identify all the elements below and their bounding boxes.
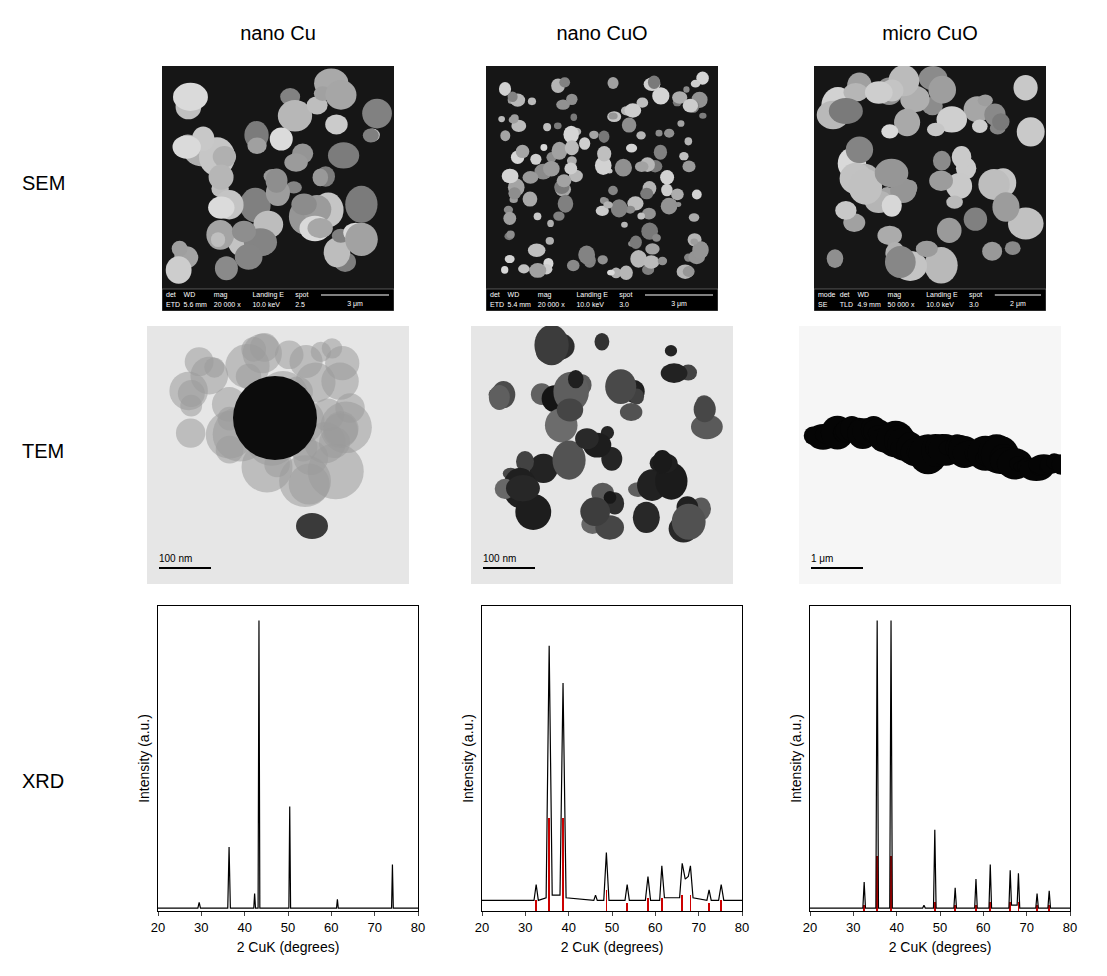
svg-text:Intensity (a.u.): Intensity (a.u.) xyxy=(788,714,804,803)
svg-text:100 nm: 100 nm xyxy=(483,553,516,564)
svg-text:1 μm: 1 μm xyxy=(811,553,833,564)
svg-text:50 000 x: 50 000 x xyxy=(888,301,915,308)
svg-text:det: det xyxy=(166,291,176,298)
svg-text:70: 70 xyxy=(1019,920,1033,935)
html-text:nano CuO: nano CuO xyxy=(556,22,648,44)
svg-text:Landing E: Landing E xyxy=(926,291,958,299)
html-text:XRD: XRD xyxy=(22,770,65,792)
svg-text:50: 50 xyxy=(933,920,947,935)
svg-text:100 nm: 100 nm xyxy=(159,553,192,564)
svg-text:80: 80 xyxy=(1063,920,1077,935)
svg-text:10.0 keV: 10.0 keV xyxy=(926,301,954,308)
svg-text:70: 70 xyxy=(367,920,381,935)
svg-text:3.0: 3.0 xyxy=(619,301,629,308)
svg-text:WD: WD xyxy=(184,291,196,298)
svg-text:80: 80 xyxy=(411,920,425,935)
svg-text:10.0 keV: 10.0 keV xyxy=(576,301,604,308)
svg-text:det: det xyxy=(490,291,500,298)
svg-text:60: 60 xyxy=(976,920,990,935)
svg-text:2.5: 2.5 xyxy=(295,301,305,308)
svg-text:80: 80 xyxy=(735,920,749,935)
svg-text:60: 60 xyxy=(648,920,662,935)
svg-text:70: 70 xyxy=(691,920,705,935)
svg-text:SE: SE xyxy=(818,301,828,308)
svg-text:TLD: TLD xyxy=(840,301,853,308)
svg-text:Landing E: Landing E xyxy=(252,291,284,299)
svg-text:20 000 x: 20 000 x xyxy=(214,301,241,308)
svg-text:5.4 mm: 5.4 mm xyxy=(508,301,532,308)
svg-text:3 μm: 3 μm xyxy=(671,300,687,308)
svg-text:spot: spot xyxy=(295,291,308,299)
svg-text:Intensity (a.u.): Intensity (a.u.) xyxy=(136,714,152,803)
svg-text:5.6 mm: 5.6 mm xyxy=(184,301,208,308)
svg-text:3.0: 3.0 xyxy=(969,301,979,308)
svg-text:40: 40 xyxy=(889,920,903,935)
svg-text:20: 20 xyxy=(475,920,489,935)
svg-text:50: 50 xyxy=(605,920,619,935)
svg-text:4.9 mm: 4.9 mm xyxy=(857,301,881,308)
svg-text:20 000 x: 20 000 x xyxy=(538,301,565,308)
svg-text:det: det xyxy=(840,291,850,298)
svg-text:mag: mag xyxy=(888,291,902,299)
html-text:TEM: TEM xyxy=(22,440,65,462)
svg-text:WD: WD xyxy=(857,291,869,298)
svg-text:WD: WD xyxy=(508,291,520,298)
svg-text:30: 30 xyxy=(846,920,860,935)
svg-text:2 CuK (degrees): 2 CuK (degrees) xyxy=(889,939,992,955)
svg-text:mag: mag xyxy=(214,291,228,299)
svg-text:20: 20 xyxy=(803,920,817,935)
svg-text:Intensity (a.u.): Intensity (a.u.) xyxy=(460,714,476,803)
html-text:SEM: SEM xyxy=(22,172,66,194)
svg-text:Landing E: Landing E xyxy=(576,291,608,299)
svg-text:2 μm: 2 μm xyxy=(1010,300,1026,308)
svg-text:30: 30 xyxy=(518,920,532,935)
svg-text:2 CuK (degrees): 2 CuK (degrees) xyxy=(561,939,664,955)
svg-text:mag: mag xyxy=(538,291,552,299)
svg-text:spot: spot xyxy=(619,291,632,299)
svg-text:spot: spot xyxy=(969,291,982,299)
svg-text:50: 50 xyxy=(281,920,295,935)
svg-text:60: 60 xyxy=(324,920,338,935)
svg-text:ETD: ETD xyxy=(490,301,504,308)
html-text:micro CuO: micro CuO xyxy=(882,22,978,44)
svg-text:30: 30 xyxy=(194,920,208,935)
html-text:nano Cu: nano Cu xyxy=(240,22,316,44)
svg-text:40: 40 xyxy=(237,920,251,935)
svg-text:mode: mode xyxy=(818,291,836,298)
svg-text:ETD: ETD xyxy=(166,301,180,308)
svg-text:3 μm: 3 μm xyxy=(347,300,363,308)
svg-text:2 CuK (degrees): 2 CuK (degrees) xyxy=(237,939,340,955)
svg-text:10.0 keV: 10.0 keV xyxy=(252,301,280,308)
svg-text:40: 40 xyxy=(561,920,575,935)
svg-text:20: 20 xyxy=(151,920,165,935)
